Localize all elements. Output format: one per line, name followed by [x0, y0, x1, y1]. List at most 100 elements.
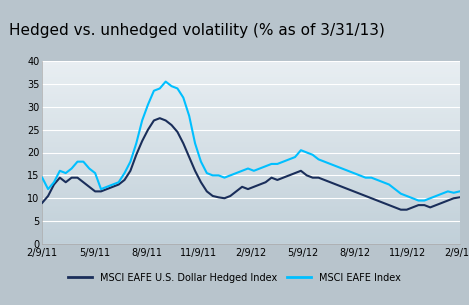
Bar — [42, 209, 460, 211]
Bar — [42, 242, 460, 244]
Bar — [42, 213, 460, 215]
Bar — [42, 74, 460, 76]
Bar — [42, 167, 460, 169]
Bar — [42, 110, 460, 112]
Bar — [42, 129, 460, 131]
Bar — [42, 176, 460, 178]
Bar — [42, 138, 460, 140]
Bar — [42, 140, 460, 142]
Bar — [42, 85, 460, 87]
Bar — [42, 218, 460, 220]
Bar — [42, 68, 460, 70]
Bar — [42, 202, 460, 204]
Bar — [42, 237, 460, 239]
Bar — [42, 204, 460, 206]
Bar — [42, 112, 460, 114]
Bar — [42, 123, 460, 125]
Bar — [42, 162, 460, 163]
Bar — [42, 165, 460, 167]
Bar — [42, 163, 460, 165]
Bar — [42, 114, 460, 116]
Bar — [42, 154, 460, 156]
Bar — [42, 90, 460, 92]
Bar — [42, 109, 460, 110]
Bar — [42, 156, 460, 158]
Bar — [42, 76, 460, 77]
Text: Hedged vs. unhedged volatility (% as of 3/31/13): Hedged vs. unhedged volatility (% as of … — [9, 23, 385, 38]
Bar — [42, 207, 460, 209]
Bar — [42, 187, 460, 189]
Bar — [42, 127, 460, 129]
Bar — [42, 217, 460, 218]
Bar — [42, 65, 460, 66]
Bar — [42, 220, 460, 222]
Bar — [42, 178, 460, 180]
Bar — [42, 182, 460, 184]
Bar — [42, 94, 460, 96]
Bar — [42, 151, 460, 152]
Bar — [42, 196, 460, 198]
Bar — [42, 143, 460, 145]
Bar — [42, 70, 460, 72]
Bar — [42, 107, 460, 109]
Bar — [42, 98, 460, 99]
Bar — [42, 149, 460, 151]
Bar — [42, 152, 460, 154]
Bar — [42, 145, 460, 147]
Bar — [42, 174, 460, 176]
Bar — [42, 147, 460, 149]
Bar — [42, 231, 460, 233]
Bar — [42, 189, 460, 191]
Bar — [42, 103, 460, 105]
Bar — [42, 132, 460, 134]
Bar — [42, 121, 460, 123]
Bar — [42, 83, 460, 85]
Bar — [42, 99, 460, 101]
Bar — [42, 169, 460, 171]
Bar — [42, 105, 460, 107]
Bar — [42, 240, 460, 242]
Bar — [42, 206, 460, 207]
Legend: MSCI EAFE U.S. Dollar Hedged Index, MSCI EAFE Index: MSCI EAFE U.S. Dollar Hedged Index, MSCI… — [64, 269, 405, 286]
Bar — [42, 120, 460, 121]
Bar — [42, 92, 460, 94]
Bar — [42, 134, 460, 136]
Bar — [42, 81, 460, 83]
Bar — [42, 229, 460, 231]
Bar — [42, 224, 460, 226]
Bar — [42, 158, 460, 160]
Bar — [42, 96, 460, 98]
Bar — [42, 116, 460, 118]
Bar — [42, 235, 460, 237]
Bar — [42, 61, 460, 63]
Bar — [42, 185, 460, 187]
Bar — [42, 171, 460, 173]
Bar — [42, 191, 460, 193]
Bar — [42, 77, 460, 79]
Bar — [42, 226, 460, 228]
Bar — [42, 198, 460, 200]
Bar — [42, 79, 460, 81]
Bar — [42, 160, 460, 162]
Bar — [42, 101, 460, 103]
Bar — [42, 195, 460, 196]
Bar — [42, 184, 460, 185]
Bar — [42, 228, 460, 229]
Bar — [42, 211, 460, 213]
Bar — [42, 222, 460, 224]
Bar — [42, 131, 460, 132]
Bar — [42, 173, 460, 174]
Bar — [42, 193, 460, 195]
Bar — [42, 87, 460, 88]
Bar — [42, 63, 460, 65]
Bar — [42, 118, 460, 120]
Bar — [42, 215, 460, 217]
Bar — [42, 72, 460, 74]
Bar — [42, 233, 460, 235]
Bar — [42, 142, 460, 143]
Bar — [42, 136, 460, 138]
Bar — [42, 239, 460, 240]
Bar — [42, 66, 460, 68]
Bar — [42, 180, 460, 182]
Bar — [42, 125, 460, 127]
